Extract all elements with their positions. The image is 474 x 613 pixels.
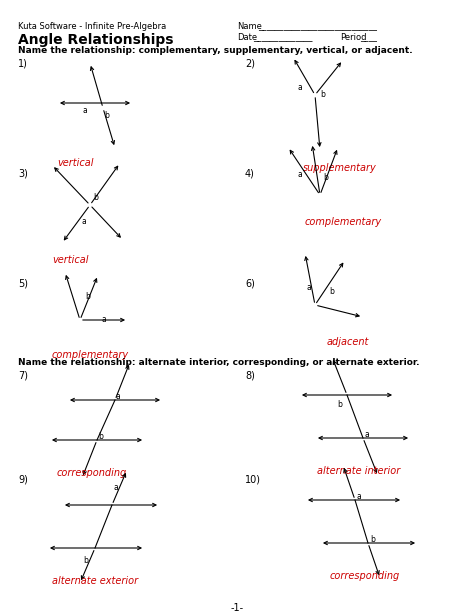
Text: 5): 5) — [18, 278, 28, 288]
Text: a: a — [298, 170, 303, 179]
Text: 1): 1) — [18, 58, 28, 68]
Text: a: a — [357, 492, 362, 501]
Text: b: b — [337, 400, 342, 409]
Text: Name the relationship: alternate interior, corresponding, or alternate exterior.: Name the relationship: alternate interio… — [18, 358, 419, 367]
Text: a: a — [102, 315, 107, 324]
Text: alternate exterior: alternate exterior — [52, 576, 138, 586]
Text: complementary: complementary — [52, 350, 129, 360]
Text: b: b — [104, 111, 109, 120]
Text: a: a — [116, 392, 121, 401]
Text: adjacent: adjacent — [327, 337, 369, 347]
Text: b: b — [323, 173, 328, 182]
Text: Date: Date — [237, 33, 257, 42]
Text: -1-: -1- — [230, 603, 244, 613]
Text: b: b — [85, 292, 90, 301]
Text: b: b — [83, 556, 88, 565]
Text: Period: Period — [340, 33, 366, 42]
Text: 8): 8) — [245, 370, 255, 380]
Text: a: a — [365, 430, 370, 439]
Text: Angle Relationships: Angle Relationships — [18, 33, 173, 47]
Text: 7): 7) — [18, 370, 28, 380]
Text: vertical: vertical — [52, 255, 89, 265]
Text: corresponding: corresponding — [57, 468, 127, 478]
Text: 9): 9) — [18, 475, 28, 485]
Text: b: b — [93, 193, 98, 202]
Text: a: a — [82, 217, 87, 226]
Text: 10): 10) — [245, 475, 261, 485]
Text: b: b — [329, 287, 334, 296]
Text: ____: ____ — [360, 33, 377, 42]
Text: a: a — [298, 83, 303, 92]
Text: 2): 2) — [245, 58, 255, 68]
Text: 4): 4) — [245, 168, 255, 178]
Text: b: b — [98, 432, 103, 441]
Text: a: a — [114, 483, 119, 492]
Text: Name: Name — [237, 22, 262, 31]
Text: ____________________________: ____________________________ — [258, 22, 377, 31]
Text: 3): 3) — [18, 168, 28, 178]
Text: supplementary: supplementary — [303, 163, 377, 173]
Text: ______________: ______________ — [253, 33, 312, 42]
Text: a: a — [307, 283, 312, 292]
Text: 6): 6) — [245, 278, 255, 288]
Text: b: b — [320, 90, 325, 99]
Text: Name the relationship: complementary, supplementary, vertical, or adjacent.: Name the relationship: complementary, su… — [18, 46, 413, 55]
Text: alternate interior: alternate interior — [317, 466, 400, 476]
Text: a: a — [83, 106, 88, 115]
Text: b: b — [370, 535, 375, 544]
Text: complementary: complementary — [305, 217, 382, 227]
Text: corresponding: corresponding — [330, 571, 400, 581]
Text: vertical: vertical — [57, 158, 93, 168]
Text: Kuta Software - Infinite Pre-Algebra: Kuta Software - Infinite Pre-Algebra — [18, 22, 166, 31]
